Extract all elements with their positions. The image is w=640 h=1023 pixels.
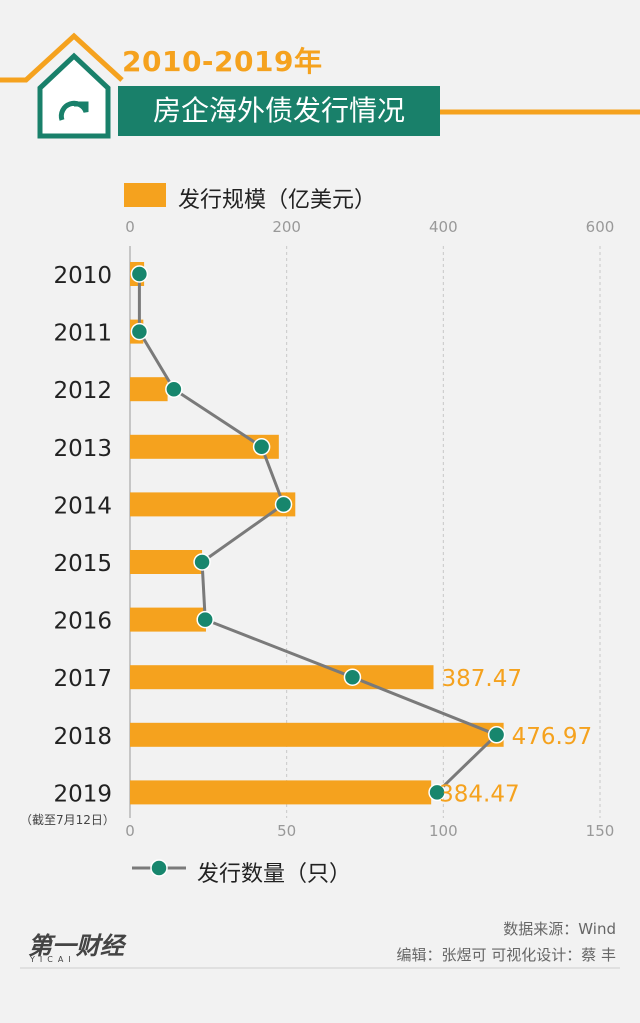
bottom-axis-tick: 150 [586, 822, 615, 840]
year-label: 2016 [53, 609, 112, 635]
bar-legend-swatch [124, 183, 166, 207]
year-label: 2011 [53, 321, 112, 347]
issuance-bar [130, 722, 504, 747]
data-source: 数据来源：Wind [503, 920, 616, 938]
count-point [193, 553, 211, 571]
year-label: 2014 [53, 493, 112, 519]
year-label: 2010 [53, 263, 112, 289]
issuance-bar [130, 492, 296, 517]
issuance-bar [130, 377, 168, 402]
house-logo-icon [0, 32, 640, 139]
year-label: 2013 [53, 436, 112, 462]
cutoff-note: （截至7月12日） [20, 813, 115, 827]
yicai-logo: 第一财经 [28, 932, 124, 960]
bar-value-label: 387.47 [442, 666, 522, 692]
year-label: 2018 [53, 724, 112, 750]
top-axis-tick: 0 [125, 218, 135, 236]
bar-value-label: 384.47 [439, 781, 519, 807]
bottom-axis-tick: 0 [125, 822, 135, 840]
yicai-logo-sub: YICAI [30, 955, 76, 964]
count-point [343, 668, 362, 686]
line-legend-icon [132, 859, 186, 877]
issuance-bar [130, 665, 434, 690]
year-label: 2019 [53, 781, 112, 807]
bottom-axis-tick: 50 [277, 822, 296, 840]
chart-title: 房企海外债发行情况 [118, 86, 440, 136]
count-point [252, 438, 271, 456]
count-point [130, 322, 149, 341]
bar-legend-label: 发行规模（亿美元） [178, 188, 377, 213]
bar-value-label: 476.97 [512, 724, 592, 750]
year-label: 2017 [53, 666, 112, 692]
bottom-axis-tick: 100 [429, 822, 458, 840]
issuance-bar [130, 550, 203, 574]
count-point [274, 495, 293, 514]
count-point [165, 380, 183, 398]
count-point [196, 610, 214, 629]
credits: 编辑：张煜可 可视化设计：蔡 丰 [396, 946, 616, 964]
count-point [130, 265, 149, 283]
count-point [428, 783, 446, 802]
count-line [137, 274, 500, 794]
top-axis-tick: 200 [272, 218, 301, 236]
top-axis-tick: 400 [429, 218, 458, 236]
issuance-bar [130, 780, 432, 805]
year-label: 2015 [53, 551, 112, 577]
issuance-bar [130, 607, 206, 632]
count-point [487, 726, 506, 744]
year-label: 2012 [53, 378, 112, 404]
top-axis-tick: 600 [586, 218, 615, 236]
chart-title-years: 2010-2019年 [122, 45, 323, 78]
line-legend-label: 发行数量（只） [197, 862, 352, 887]
